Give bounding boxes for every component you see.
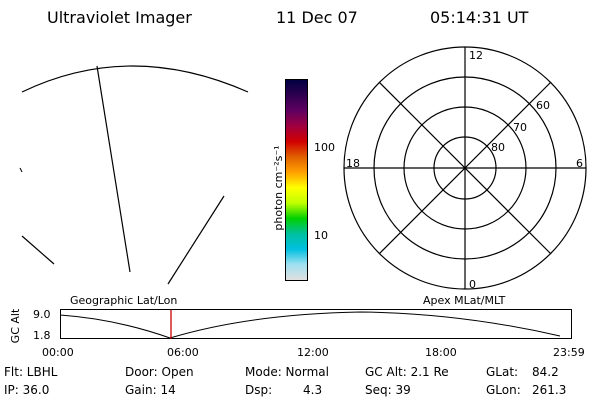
colorbar-tick-10: 10: [314, 229, 328, 242]
map-edge-tick: [19, 167, 23, 173]
timeline-plot: [59, 309, 572, 339]
timeline-axis-title: GC Alt: [9, 308, 22, 344]
lat-label-60: 60: [536, 99, 550, 112]
geographic-map-panel: [19, 65, 249, 285]
status-seq: Seq: 39: [365, 383, 411, 397]
timeline-xtick-1: 06:00: [167, 346, 199, 359]
status-flt: Flt: LBHL: [4, 365, 58, 379]
status-gc-alt: GC Alt: 2.1 Re: [365, 365, 449, 379]
map-boundary-arc: [21, 65, 249, 93]
app-title: Ultraviolet Imager: [47, 8, 192, 27]
timeline-ytick-bottom: 1.8: [33, 329, 51, 342]
date-display: 11 Dec 07: [276, 8, 358, 27]
time-display: 05:14:31 UT: [430, 8, 529, 27]
colorbar-tick-100: 100: [314, 141, 335, 154]
map-edge-line: [21, 235, 55, 265]
lat-label-70: 70: [513, 121, 527, 134]
mlt-label-18: 18: [346, 157, 360, 170]
timeline-xtick-4: 23:59: [553, 346, 585, 359]
status-ip: IP: 36.0: [4, 383, 50, 397]
mlt-label-12: 12: [469, 49, 483, 62]
altitude-curve: [59, 311, 561, 339]
status-glon-value: 261.3: [532, 383, 567, 397]
status-gain: Gain: 14: [125, 383, 176, 397]
status-glat-value: 84.2: [532, 365, 559, 379]
status-glat-label: GLat:: [486, 365, 519, 379]
mlt-label-6: 6: [576, 157, 583, 170]
meridian-line: [96, 65, 131, 273]
mlt-diagonal: [378, 81, 552, 255]
status-dsp-label: Dsp:: [245, 383, 273, 397]
status-glon-label: GLon:: [486, 383, 521, 397]
timeline-xtick-0: 00:00: [42, 346, 74, 359]
timeline-xtick-2: 12:00: [297, 346, 329, 359]
timeline-xtick-3: 18:00: [425, 346, 457, 359]
timeline-frame: [60, 309, 572, 339]
colorbar: [285, 79, 308, 281]
timeline-ytick-top: 9.0: [33, 308, 51, 321]
mlt-label-0: 0: [469, 278, 476, 291]
timeline-left-label: Geographic Lat/Lon: [70, 294, 178, 307]
meridian-line: [167, 195, 225, 285]
timeline-right-label: Apex MLat/MLT: [423, 294, 506, 307]
status-dsp-value: 4.3: [303, 383, 323, 397]
colorbar-unit-label: photon cm⁻²s⁻¹: [272, 145, 285, 231]
lat-label-80: 80: [491, 141, 505, 154]
colorbar-gradient: [286, 80, 307, 280]
polar-plot: [343, 46, 587, 290]
status-mode: Mode: Normal: [245, 365, 329, 379]
status-door: Door: Open: [125, 365, 194, 379]
